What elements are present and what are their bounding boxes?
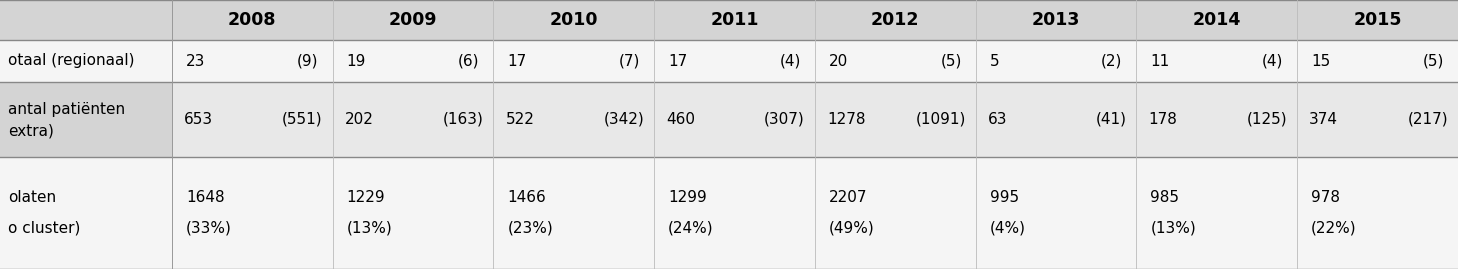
Text: (1091): (1091) bbox=[916, 112, 965, 127]
Text: (24%): (24%) bbox=[668, 221, 714, 235]
Text: (2): (2) bbox=[1101, 54, 1123, 69]
Text: 460: 460 bbox=[666, 112, 695, 127]
Bar bbox=[0, 82, 1458, 157]
Text: (307): (307) bbox=[764, 112, 805, 127]
Bar bbox=[493, 82, 655, 157]
Text: 178: 178 bbox=[1149, 112, 1178, 127]
Text: (5): (5) bbox=[940, 54, 962, 69]
Text: 653: 653 bbox=[184, 112, 213, 127]
Text: (41): (41) bbox=[1095, 112, 1127, 127]
Text: 5: 5 bbox=[990, 54, 999, 69]
Text: (13%): (13%) bbox=[1150, 221, 1196, 235]
Text: 2010: 2010 bbox=[550, 11, 598, 29]
Bar bbox=[655, 82, 815, 157]
Text: (5): (5) bbox=[1423, 54, 1443, 69]
Text: 202: 202 bbox=[344, 112, 373, 127]
Text: 978: 978 bbox=[1311, 190, 1340, 206]
Bar bbox=[172, 82, 332, 157]
Text: extra): extra) bbox=[7, 124, 54, 139]
Text: (13%): (13%) bbox=[347, 221, 392, 235]
Bar bbox=[815, 82, 975, 157]
Text: (163): (163) bbox=[443, 112, 484, 127]
Text: 20: 20 bbox=[830, 54, 849, 69]
Text: (33%): (33%) bbox=[187, 221, 232, 235]
Text: (125): (125) bbox=[1247, 112, 1287, 127]
Text: 1229: 1229 bbox=[347, 190, 385, 206]
Text: (6): (6) bbox=[458, 54, 480, 69]
Text: (9): (9) bbox=[297, 54, 319, 69]
Text: 2012: 2012 bbox=[870, 11, 920, 29]
Text: 17: 17 bbox=[507, 54, 526, 69]
Text: 2014: 2014 bbox=[1193, 11, 1241, 29]
Text: (551): (551) bbox=[283, 112, 322, 127]
Text: 63: 63 bbox=[987, 112, 1007, 127]
Text: (4): (4) bbox=[1261, 54, 1283, 69]
Text: 17: 17 bbox=[668, 54, 688, 69]
Text: 2011: 2011 bbox=[710, 11, 758, 29]
Text: (342): (342) bbox=[604, 112, 644, 127]
Text: otaal (regionaal): otaal (regionaal) bbox=[7, 54, 134, 69]
Bar bbox=[0, 157, 1458, 269]
Bar bbox=[0, 0, 1458, 40]
Text: 19: 19 bbox=[347, 54, 366, 69]
Text: (23%): (23%) bbox=[507, 221, 553, 235]
Text: antal patiënten: antal patiënten bbox=[7, 102, 125, 117]
Text: 1648: 1648 bbox=[187, 190, 225, 206]
Text: 374: 374 bbox=[1309, 112, 1338, 127]
Text: (22%): (22%) bbox=[1311, 221, 1357, 235]
Text: 985: 985 bbox=[1150, 190, 1180, 206]
Text: 2207: 2207 bbox=[830, 190, 868, 206]
Text: 1278: 1278 bbox=[827, 112, 866, 127]
Text: (49%): (49%) bbox=[830, 221, 875, 235]
Text: (7): (7) bbox=[618, 54, 640, 69]
Bar bbox=[1298, 82, 1458, 157]
Bar bbox=[0, 40, 1458, 82]
Text: 15: 15 bbox=[1311, 54, 1331, 69]
Text: (4%): (4%) bbox=[990, 221, 1026, 235]
Bar bbox=[1136, 82, 1298, 157]
Text: 995: 995 bbox=[990, 190, 1019, 206]
Text: 2015: 2015 bbox=[1353, 11, 1403, 29]
Text: 522: 522 bbox=[506, 112, 535, 127]
Text: 23: 23 bbox=[187, 54, 206, 69]
Text: o cluster): o cluster) bbox=[7, 221, 80, 235]
Bar bbox=[332, 82, 493, 157]
Text: 11: 11 bbox=[1150, 54, 1169, 69]
Text: 2008: 2008 bbox=[227, 11, 277, 29]
Bar bbox=[975, 82, 1136, 157]
Text: olaten: olaten bbox=[7, 190, 55, 206]
Text: 1466: 1466 bbox=[507, 190, 547, 206]
Text: 2013: 2013 bbox=[1032, 11, 1080, 29]
Text: (217): (217) bbox=[1407, 112, 1448, 127]
Text: 1299: 1299 bbox=[668, 190, 707, 206]
Text: (4): (4) bbox=[780, 54, 800, 69]
Text: 2009: 2009 bbox=[389, 11, 437, 29]
